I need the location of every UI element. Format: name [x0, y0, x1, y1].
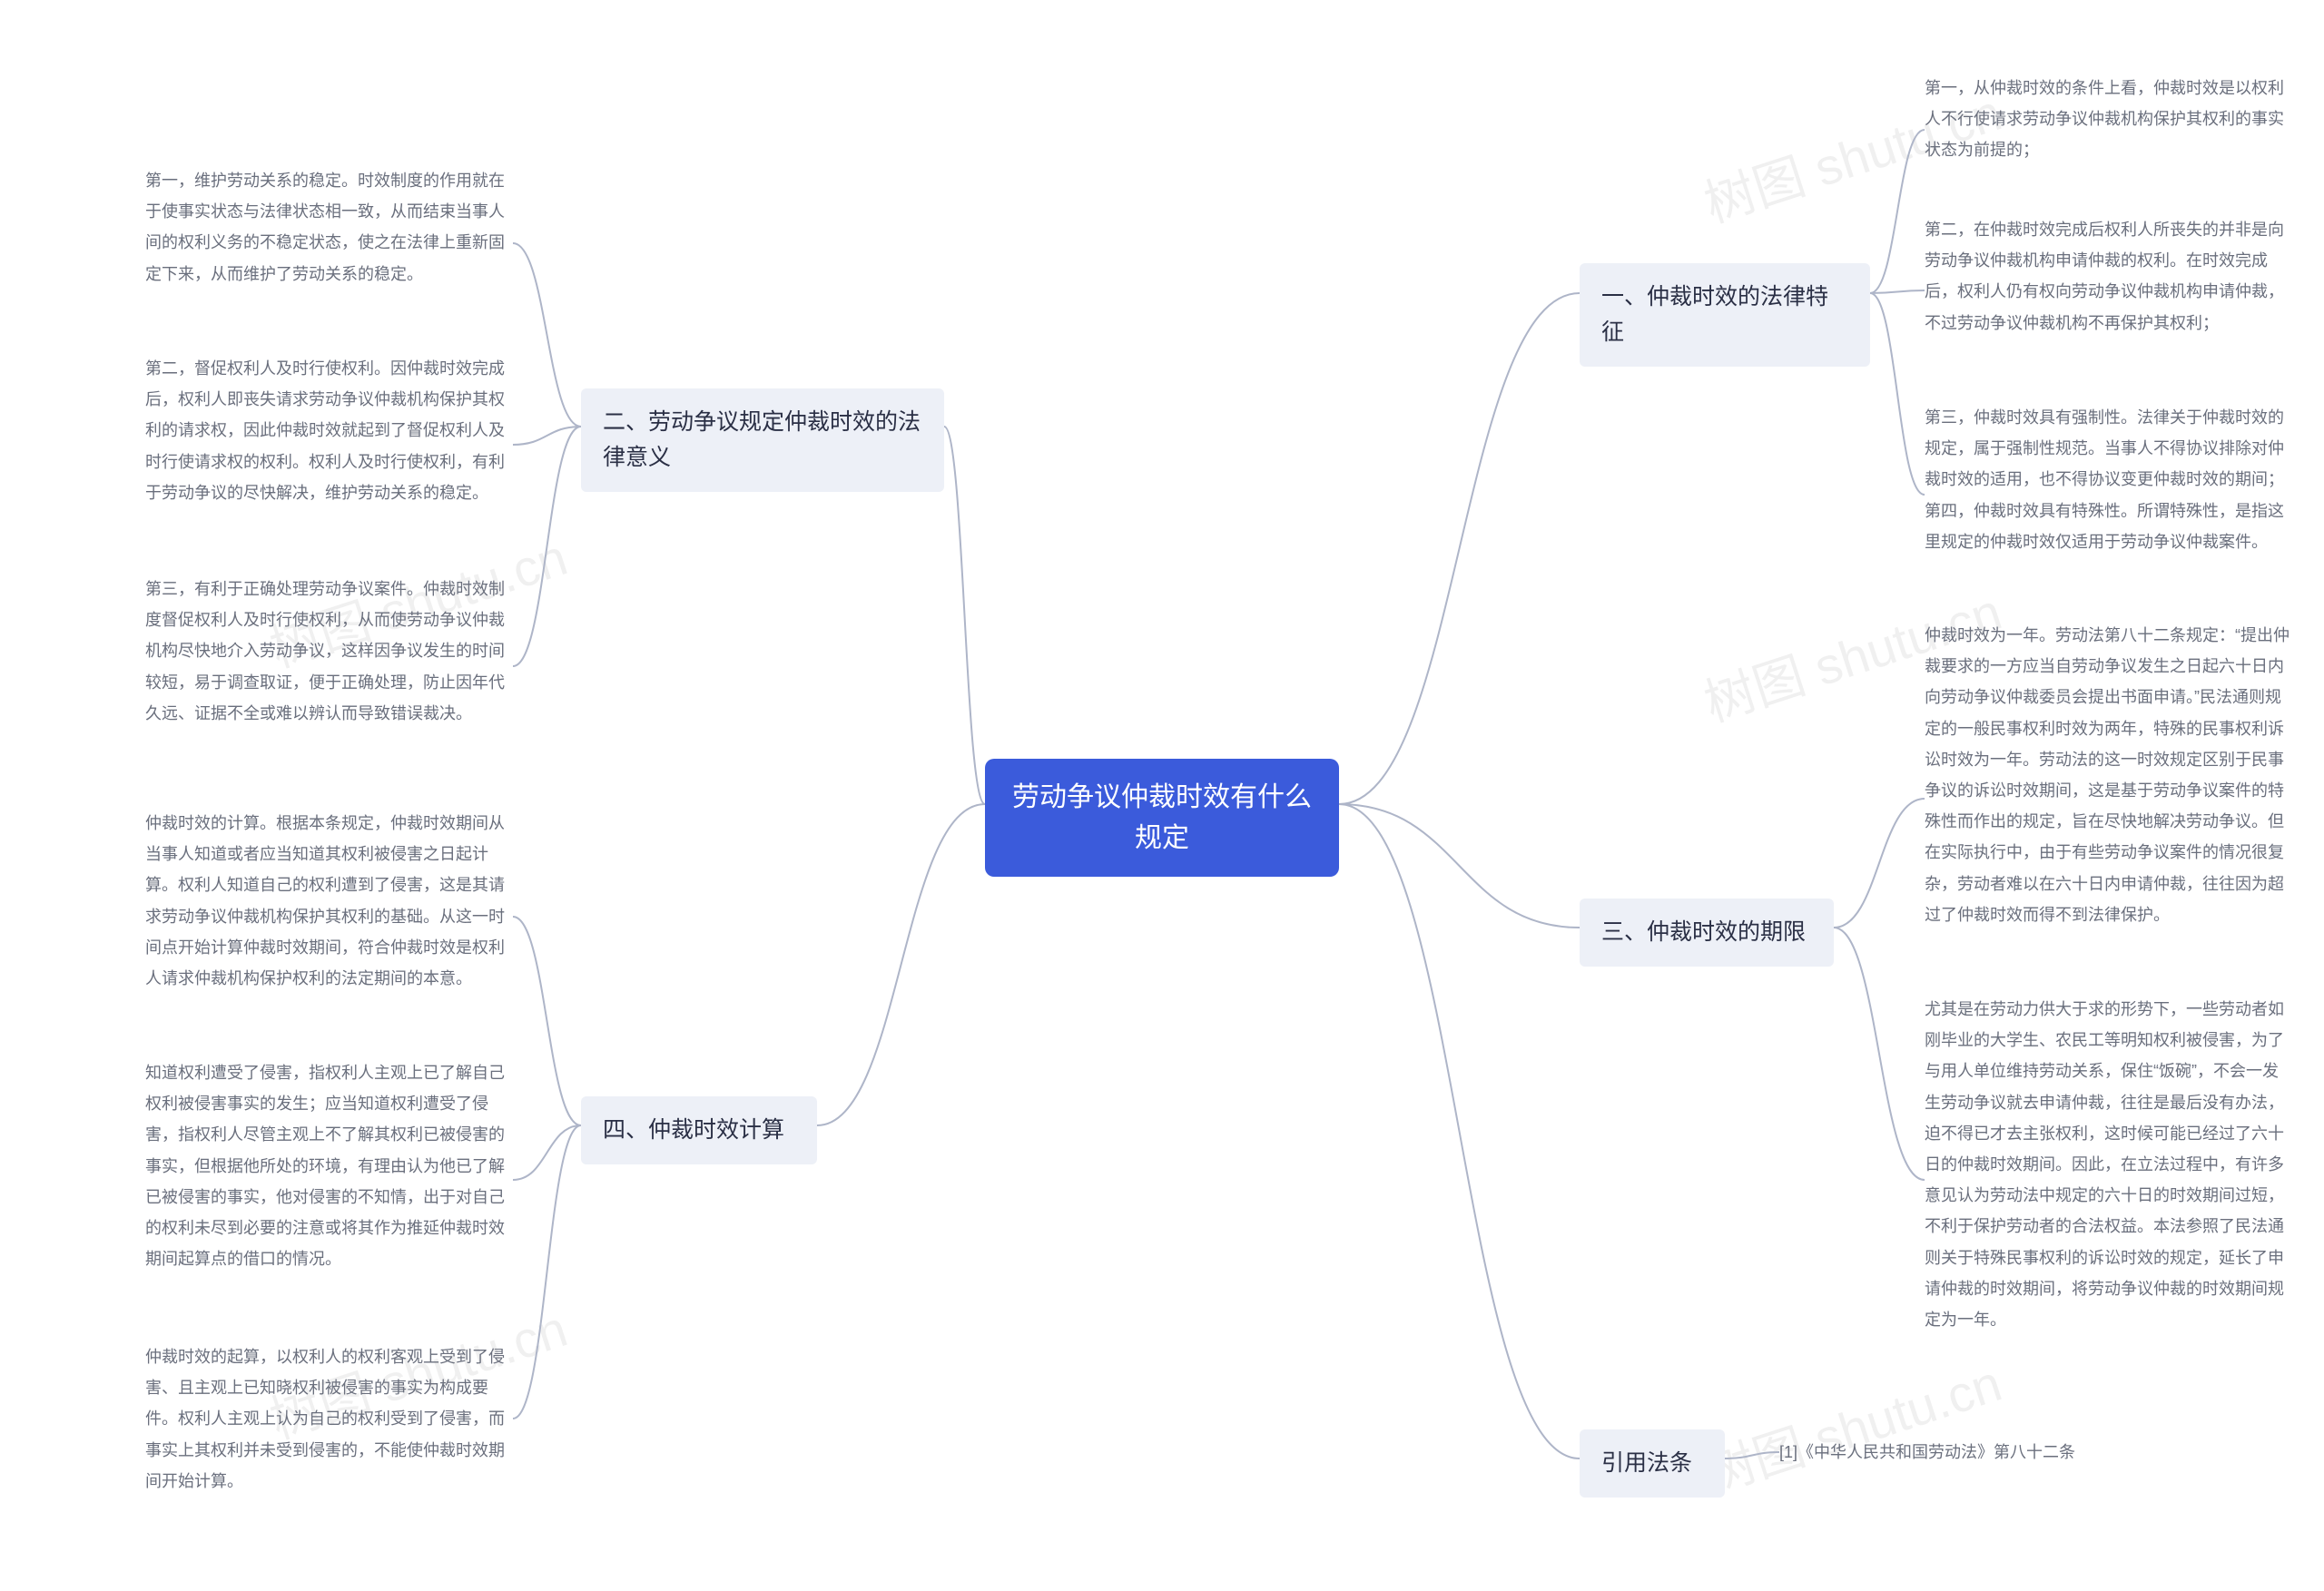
root-node[interactable]: 劳动争议仲裁时效有什么规定	[985, 759, 1339, 877]
branch-2-legal-meaning[interactable]: 二、劳动争议规定仲裁时效的法律意义	[581, 388, 944, 492]
leaf-node: 第一，从仲裁时效的条件上看，仲裁时效是以权利人不行使请求劳动争议仲裁机构保护其权…	[1925, 73, 2288, 166]
leaf-node: 仲裁时效的起算，以权利人的权利客观上受到了侵害、且主观上已知晓权利被侵害的事实为…	[145, 1341, 513, 1497]
leaf-node: 第三，有利于正确处理劳动争议案件。仲裁时效制度督促权利人及时行使权利，从而使劳动…	[145, 574, 513, 729]
watermark: 树图 shutu.cn	[1694, 1343, 2010, 1508]
branch-1-legal-features[interactable]: 一、仲裁时效的法律特征	[1580, 263, 1870, 367]
mindmap-canvas: 树图 shutu.cn 树图 shutu.cn 树图 shutu.cn 树图 s…	[0, 0, 2324, 1591]
leaf-node: 第二，在仲裁时效完成后权利人所丧失的并非是向劳动争议仲裁机构申请仲裁的权利。在时…	[1925, 214, 2288, 339]
branch-4-calculation[interactable]: 四、仲裁时效计算	[581, 1096, 817, 1164]
leaf-node: 仲裁时效的计算。根据本条规定，仲裁时效期间从当事人知道或者应当知道其权利被侵害之…	[145, 808, 513, 994]
leaf-node: 知道权利遭受了侵害，指权利人主观上已了解自己权利被侵害事实的发生；应当知道权利遭…	[145, 1057, 513, 1274]
leaf-node: 尤其是在劳动力供大于求的形势下，一些劳动者如刚毕业的大学生、农民工等明知权利被侵…	[1925, 994, 2292, 1335]
branch-3-time-limit[interactable]: 三、仲裁时效的期限	[1580, 899, 1834, 967]
leaf-node: 第三，仲裁时效具有强制性。法律关于仲裁时效的规定，属于强制性规范。当事人不得协议…	[1925, 402, 2288, 557]
leaf-node: [1]《中华人民共和国劳动法》第八十二条	[1779, 1437, 2142, 1468]
leaf-node: 仲裁时效为一年。劳动法第八十二条规定：“提出仲裁要求的一方应当自劳动争议发生之日…	[1925, 620, 2292, 930]
leaf-node: 第二，督促权利人及时行使权利。因仲裁时效完成后，权利人即丧失请求劳动争议仲裁机构…	[145, 353, 513, 508]
leaf-node: 第一，维护劳动关系的稳定。时效制度的作用就在于使事实状态与法律状态相一致，从而结…	[145, 165, 513, 290]
branch-5-cited-law[interactable]: 引用法条	[1580, 1429, 1725, 1498]
